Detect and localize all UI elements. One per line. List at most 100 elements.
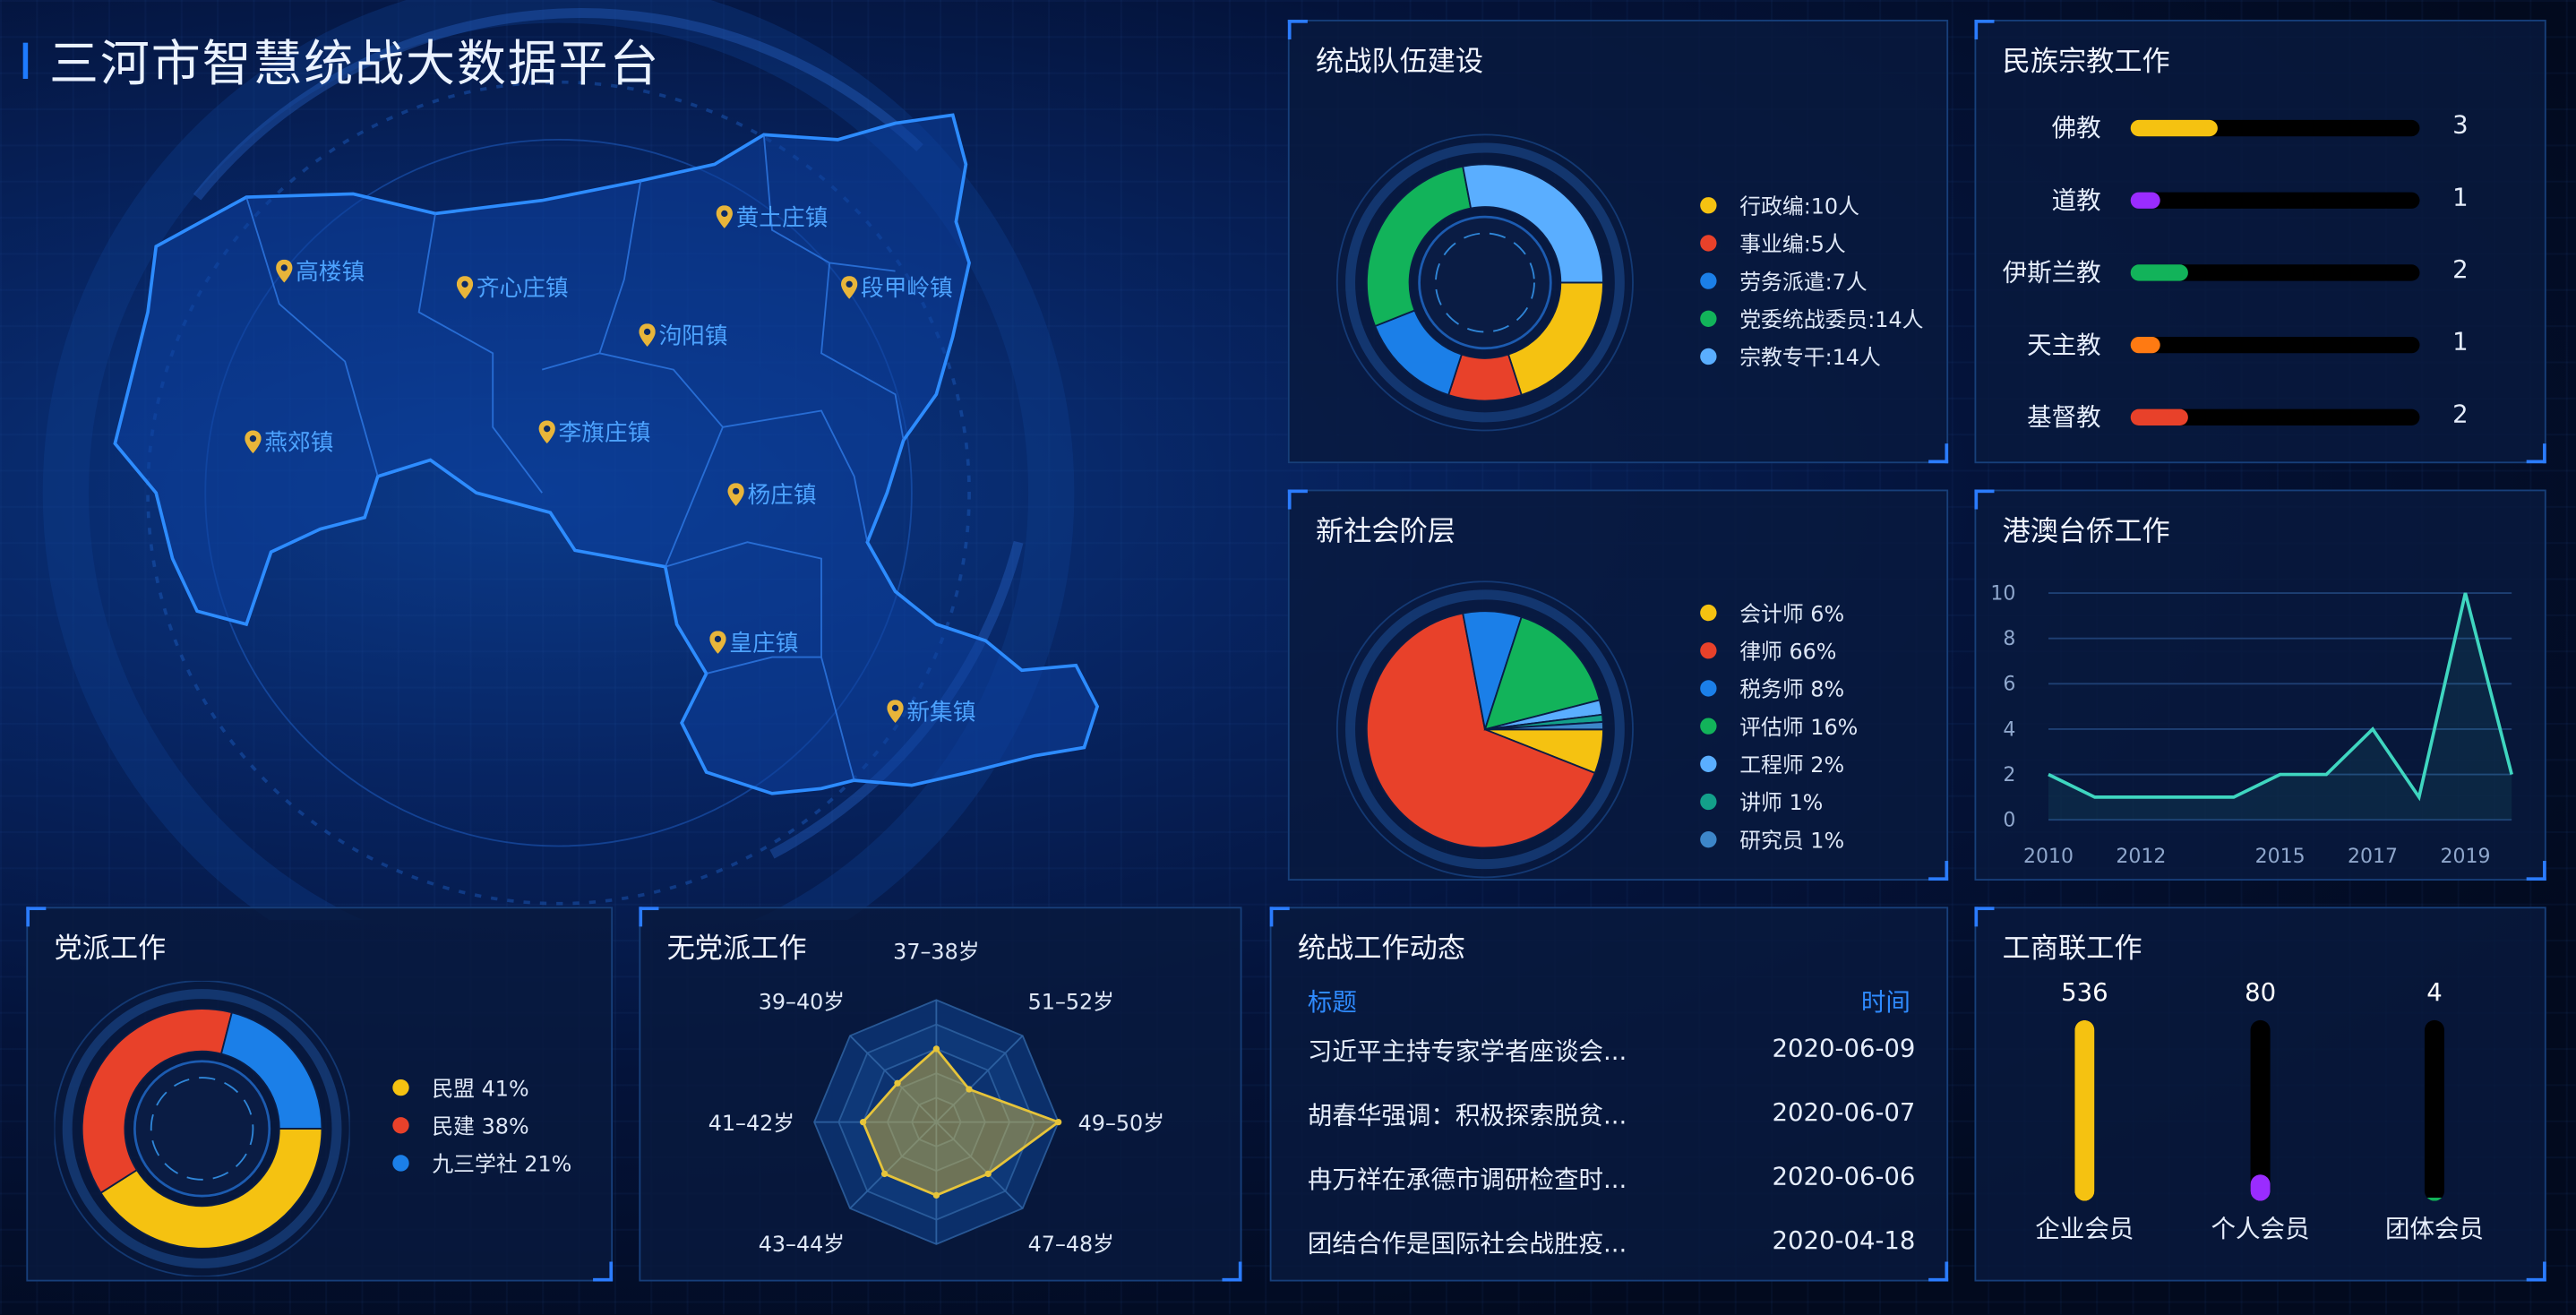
map-town-marker[interactable]: 李旗庄镇 xyxy=(538,416,651,449)
x-tick-label: 2010 xyxy=(2023,846,2074,868)
y-tick-label: 2 xyxy=(2003,764,2015,786)
map-town-label: 李旗庄镇 xyxy=(558,420,651,447)
legend-item: 劳务派遣:7人 xyxy=(1700,262,1923,299)
fed-bar-label: 企业会员 xyxy=(2035,1214,2134,1244)
map-town-marker[interactable]: 段甲岭镇 xyxy=(841,271,953,305)
religion-bar-track xyxy=(2130,336,2420,354)
legend-item: 会计师 6% xyxy=(1700,593,1858,631)
religion-bar-track xyxy=(2130,192,2420,209)
panel-party: 党派工作 民盟 41% 民建 38% 九三学社 21% xyxy=(26,907,614,1282)
news-title[interactable]: 习近平主持专家学者座谈会... xyxy=(1307,1036,1627,1067)
location-pin-icon xyxy=(276,259,293,283)
radar-axis-label: 43–44岁 xyxy=(759,1232,845,1257)
news-date: 2020-06-07 xyxy=(1772,1097,1916,1128)
pie-outer-ring xyxy=(1345,589,1625,870)
religion-bar-value: 3 xyxy=(2452,109,2469,140)
legend-swatch xyxy=(1700,792,1717,810)
panel-title: 无党派工作 xyxy=(666,933,807,967)
panel-religion: 民族宗教工作 佛教 3 道教 1 伊斯兰教 2 天主教 1 基督教 2 xyxy=(1974,20,2546,464)
radar-point xyxy=(859,1118,867,1126)
y-tick-label: 4 xyxy=(2003,718,2015,741)
panel-title: 统战工作动态 xyxy=(1297,933,1465,967)
news-item[interactable]: 冉万祥在承德市调研检查时... 2020-06-06 xyxy=(1308,1162,1916,1211)
fed-bar xyxy=(2074,1019,2095,1201)
news-date: 2020-04-18 xyxy=(1772,1225,1916,1256)
map-town-marker[interactable]: 高楼镇 xyxy=(276,254,365,288)
legend-swatch xyxy=(1700,196,1717,213)
news-item[interactable]: 习近平主持专家学者座谈会... 2020-06-09 xyxy=(1308,1034,1916,1083)
legend-swatch xyxy=(392,1116,409,1133)
map-town-marker[interactable]: 杨庄镇 xyxy=(727,478,816,511)
donut-center-dash xyxy=(1434,232,1535,333)
map-town-label: 泃阳镇 xyxy=(658,323,728,350)
legend-swatch xyxy=(1700,754,1717,772)
radar-point xyxy=(932,1045,940,1053)
newclass-legend: 会计师 6% 律师 66% 税务师 8% 评估师 16% 工程师 2% 讲师 1% 研究员 … xyxy=(1700,593,1858,857)
pie-slice xyxy=(1483,615,1601,731)
religion-bar xyxy=(2130,119,2218,137)
y-tick-label: 10 xyxy=(1990,582,2015,605)
line-area xyxy=(2048,593,2512,821)
location-pin-icon xyxy=(887,700,904,723)
map-town-label: 段甲岭镇 xyxy=(861,276,953,303)
radar-axis-label: 39–40岁 xyxy=(759,990,845,1015)
pie-slice xyxy=(1366,165,1473,328)
news-item[interactable]: 团结合作是国际社会战胜疫... 2020-04-18 xyxy=(1308,1225,1916,1275)
map-town-marker[interactable]: 黄土庄镇 xyxy=(716,201,828,234)
legend-swatch xyxy=(1700,641,1717,658)
line-series xyxy=(2048,592,2513,802)
religion-bar-row: 道教 1 xyxy=(1976,183,2545,255)
news-item[interactable]: 胡春华强调：积极探索脱贫... 2020-06-07 xyxy=(1308,1097,1916,1147)
x-tick-label: 2015 xyxy=(2255,846,2306,868)
location-pin-icon xyxy=(639,323,656,347)
news-title[interactable]: 团结合作是国际社会战胜疫... xyxy=(1307,1228,1627,1259)
religion-bar-track xyxy=(2130,264,2420,281)
fed-bar-track xyxy=(2424,1019,2444,1201)
location-pin-icon xyxy=(538,420,555,444)
religion-bar-row: 伊斯兰教 2 xyxy=(1976,254,2545,327)
religion-bar-chart: 佛教 3 道教 1 伊斯兰教 2 天主教 1 基督教 2 xyxy=(1976,110,2545,471)
religion-bar-label: 道教 xyxy=(2051,185,2101,216)
district-borders xyxy=(245,134,905,781)
map-town-marker[interactable]: 皇庄镇 xyxy=(709,626,798,659)
fed-bar-value: 536 xyxy=(2061,977,2108,1008)
legend-swatch xyxy=(1700,603,1717,621)
radar-axis-label: 37–38岁 xyxy=(893,940,979,965)
religion-bar-track xyxy=(2130,119,2420,137)
fed-bar-value: 80 xyxy=(2245,977,2277,1008)
map-town-marker[interactable]: 齐心庄镇 xyxy=(456,271,569,305)
fed-bar-column: 80 个人会员 xyxy=(2194,977,2326,1245)
legend-swatch xyxy=(1700,271,1717,288)
panel-noparty: 无党派工作 37–38岁 51–52岁 49–50岁 47–48岁 45–46岁 43–4… xyxy=(639,907,1242,1283)
radar-point xyxy=(932,1191,940,1199)
religion-bar-value: 2 xyxy=(2452,254,2469,285)
radar-point xyxy=(984,1170,992,1178)
page-title: 三河市智慧统战大数据平台 xyxy=(49,36,661,94)
map-town-label: 杨庄镇 xyxy=(747,483,817,510)
map-town-marker[interactable]: 新集镇 xyxy=(887,695,975,728)
radar-point xyxy=(966,1086,973,1093)
legend-label: 律师 66% xyxy=(1739,640,1837,666)
religion-bar-row: 天主教 1 xyxy=(1976,327,2545,400)
legend-swatch xyxy=(1700,830,1717,847)
map-town-label: 高楼镇 xyxy=(296,259,365,287)
legend-label: 民建 38% xyxy=(432,1115,529,1140)
location-pin-icon xyxy=(716,205,733,228)
radar-point xyxy=(1054,1118,1062,1126)
panel-title: 新社会阶层 xyxy=(1316,515,1455,549)
news-title[interactable]: 冉万祥在承德市调研检查时... xyxy=(1307,1165,1627,1195)
map-town-label: 皇庄镇 xyxy=(729,631,799,658)
fed-bar-track xyxy=(2250,1019,2271,1201)
map-town-marker[interactable]: 泃阳镇 xyxy=(639,319,727,352)
location-pin-icon xyxy=(245,430,262,454)
map-town-marker[interactable]: 燕郊镇 xyxy=(245,425,333,459)
news-title[interactable]: 胡春华强调：积极探索脱贫... xyxy=(1307,1100,1627,1130)
legend-item: 事业编:5人 xyxy=(1700,223,1923,261)
legend-swatch xyxy=(1700,309,1717,327)
pie-outer-ring xyxy=(1335,580,1634,879)
radar-point xyxy=(880,1170,889,1178)
location-pin-icon xyxy=(727,483,744,506)
pie-slice xyxy=(81,1008,233,1194)
panel-title: 党派工作 xyxy=(54,933,167,967)
pie-slice xyxy=(1484,721,1604,731)
